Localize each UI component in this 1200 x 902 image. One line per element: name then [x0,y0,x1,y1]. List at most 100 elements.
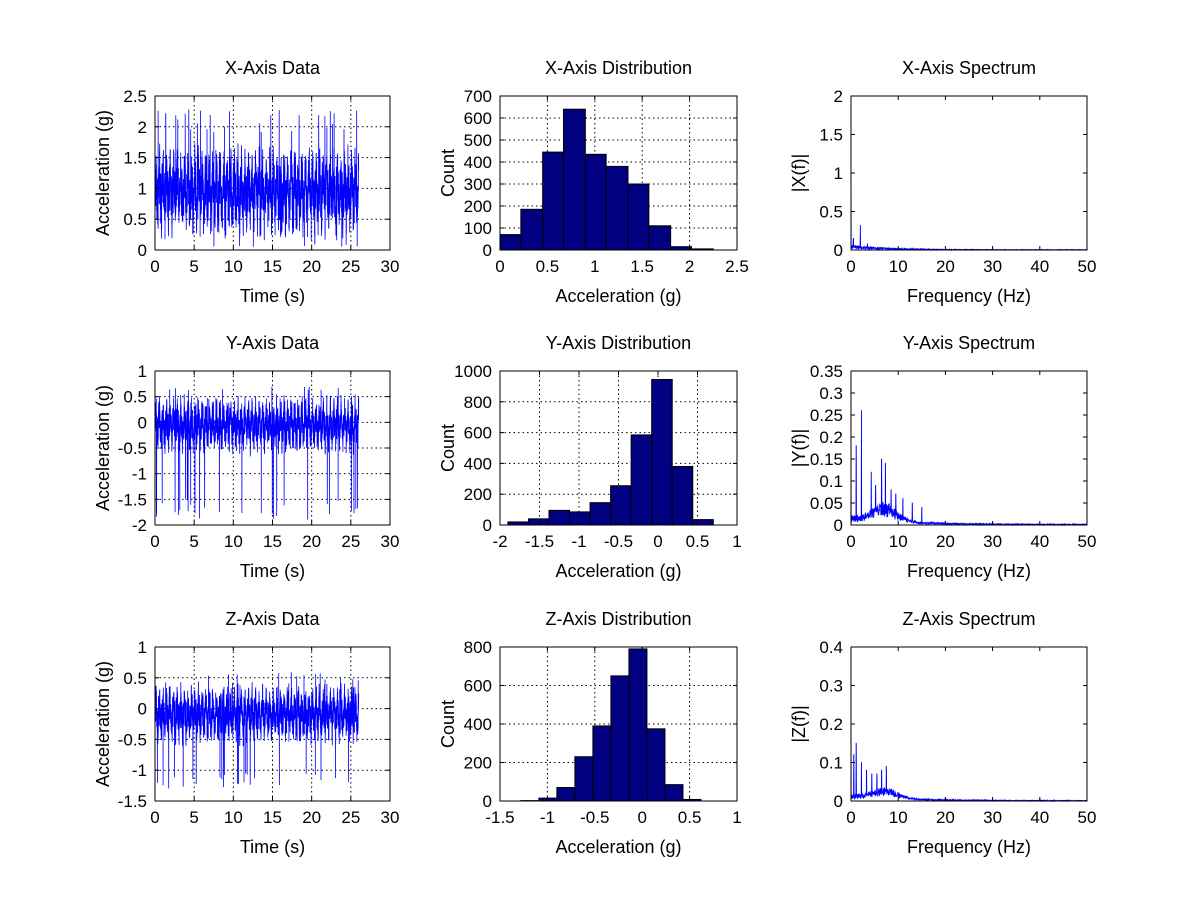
histogram-bar [548,509,571,526]
histogram-bar [671,465,694,526]
y-tick-label: 0.05 [810,494,843,513]
y-tick-label: 200 [464,485,492,504]
y-tick-label: -0.5 [118,730,147,749]
y-tick-label: -1.5 [118,792,147,811]
y-tick-label: 0.35 [810,362,843,381]
x-tick-label: 5 [189,808,198,827]
histogram-bar [556,787,576,802]
x-tick-label: 2.5 [725,257,749,276]
y-tick-label: 0.5 [123,388,147,407]
y-tick-label: 800 [464,638,492,657]
x-tick-label: 20 [302,257,321,276]
y-tick-label: 0 [138,241,147,260]
y-tick-label: 200 [464,197,492,216]
x-axis-label: Acceleration (g) [555,286,681,306]
x-tick-label: 5 [189,532,198,551]
histogram-bar [574,756,594,802]
y-tick-label: 0.2 [819,715,843,734]
series-line [850,401,1088,527]
x-tick-label: 20 [302,532,321,551]
y-tick-label: 0 [483,792,492,811]
x-tick-label: 2 [685,257,694,276]
x-tick-label: 0 [653,532,662,551]
y-axis-label: Acceleration (g) [93,661,113,787]
y-tick-label: 600 [464,109,492,128]
histogram-bar [589,502,612,526]
x-tick-label: 20 [302,808,321,827]
x-tick-label: 40 [1030,532,1049,551]
x-axis-label: Frequency (Hz) [907,286,1031,306]
x-tick-label: 0 [150,257,159,276]
x-axis-label: Time (s) [240,286,305,306]
x-tick-label: 40 [1030,257,1049,276]
y-tick-label: 0.1 [819,472,843,491]
chart-title: Z-Axis Distribution [545,609,691,629]
chart-title: X-Axis Data [225,58,321,78]
x-tick-label: -2 [492,532,507,551]
chart-panel: 0 10 20 30 40 5000.050.10.150.20.250.30.35Y-A… [789,333,1096,581]
y-tick-label: 300 [464,175,492,194]
y-tick-label: -2 [132,516,147,535]
series-line [154,386,360,520]
y-tick-label: -1 [132,465,147,484]
histogram-bar [664,784,684,802]
x-tick-label: 15 [263,808,282,827]
x-tick-label: 10 [889,257,908,276]
y-axis-label: |Z(f)| [789,705,809,742]
chart-panel: 0 10 20 30 40 50 0 0.5 1 1.5 2 X-Axis Spectrum Frequ… [789,58,1096,306]
x-tick-label: 20 [936,532,955,551]
histogram-bar [563,108,586,251]
chart-panel: 0 5 10 15 20 25 30 0 0.5 1 1.5 2 2.5 X-Axis Data Time … [93,58,399,306]
y-tick-label: 100 [464,219,492,238]
histogram-bar [646,728,666,802]
histogram-bar [627,183,650,251]
histogram-bar [499,234,522,251]
y-tick-label: 0.25 [810,406,843,425]
x-tick-label: 0 [846,808,855,827]
y-tick-label: 0.3 [819,677,843,696]
y-tick-label: 1.5 [819,126,843,145]
chart-title: X-Axis Spectrum [902,58,1036,78]
y-tick-label: 400 [464,454,492,473]
y-tick-label: 0 [834,792,843,811]
y-axis-label: Count [438,424,458,472]
y-tick-label: -0.5 [118,439,147,458]
y-tick-label: 800 [464,393,492,412]
x-tick-label: 10 [889,532,908,551]
x-tick-label: -1 [571,532,586,551]
y-tick-label: -1.5 [118,490,147,509]
series-line [154,109,360,247]
chart-title: Y-Axis Distribution [546,333,691,353]
x-tick-label: 50 [1078,532,1097,551]
y-tick-label: 600 [464,677,492,696]
y-axis-label: |Y(f)| [789,429,809,467]
histogram-bar [610,485,632,526]
y-tick-label: 0.5 [123,210,147,229]
y-tick-label: 400 [464,153,492,172]
x-tick-label: 1 [732,808,741,827]
x-axis-label: Frequency (Hz) [907,561,1031,581]
chart-panel: -2 -1.5 -1 -0.5 0 0.5 1 0 200 400 600 800 1000 Y-Axis… [438,333,742,581]
x-tick-label: 30 [983,808,1002,827]
x-tick-label: 0 [846,257,855,276]
x-tick-label: 15 [263,257,282,276]
chart-panel: -1.5 -1 -0.5 0 0.5 1 0 200 400 600 800 Z-Axis Distr… [438,609,742,857]
y-tick-label: 0 [138,413,147,432]
x-tick-label: 1.5 [630,257,654,276]
x-tick-label: 10 [224,532,243,551]
y-tick-label: 1000 [454,362,492,381]
plot-frame [850,95,1088,251]
x-axis-label: Time (s) [240,561,305,581]
histogram-bar [605,165,629,251]
histogram-bar [520,208,544,251]
x-tick-label: 5 [189,257,198,276]
x-tick-label: -0.5 [580,808,609,827]
x-tick-label: 0 [150,532,159,551]
series-line [850,103,1088,252]
x-tick-label: 0.5 [686,532,710,551]
y-tick-label: 1 [138,638,147,657]
x-tick-label: 0 [637,808,646,827]
y-tick-label: 0.4 [819,638,843,657]
chart-panel: 0 5 10 15 20 25 30 -2 -1.5 -1 -0.5 0 0.5 1 Y-Axis Data… [93,333,399,581]
